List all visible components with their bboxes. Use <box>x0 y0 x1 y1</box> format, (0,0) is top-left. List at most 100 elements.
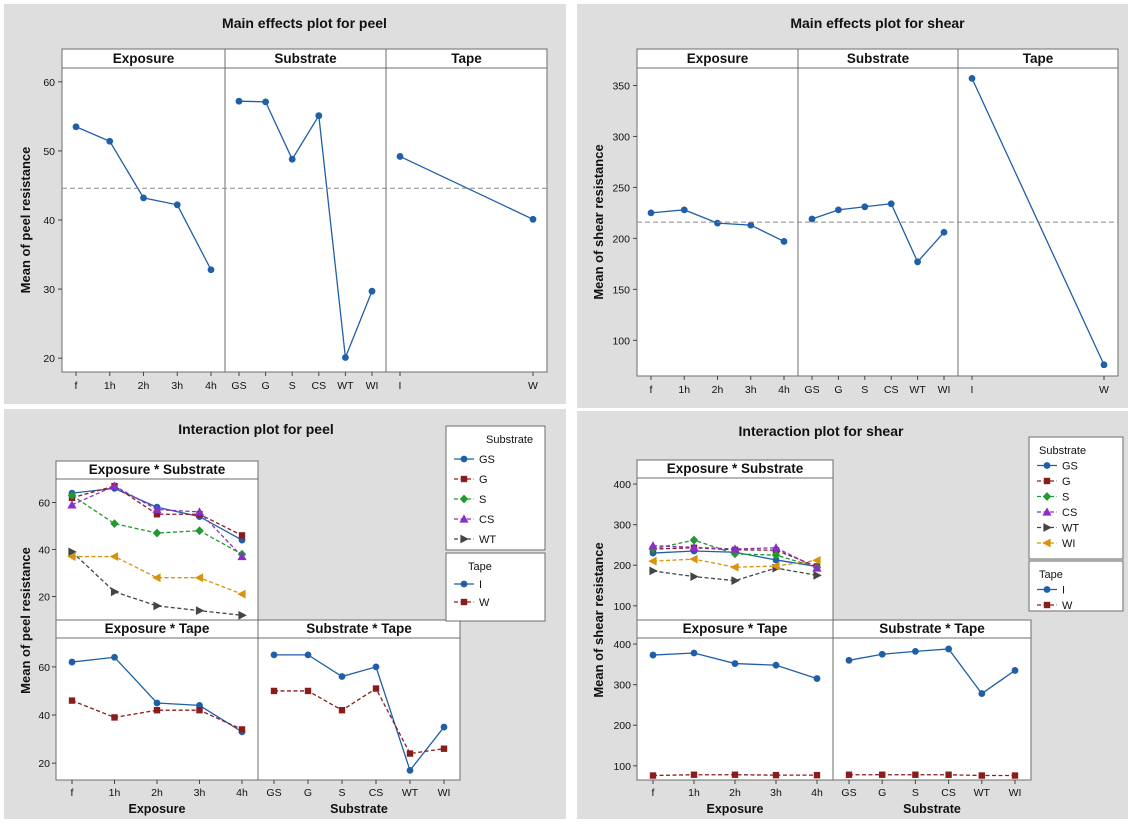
interaction-chart-2: Interaction plot for peel Mean of peel re… <box>4 409 566 819</box>
series-line <box>274 687 445 755</box>
y-tick-label: 250 <box>612 182 630 194</box>
series-i <box>845 645 1019 697</box>
series-wi <box>67 552 246 599</box>
panel-strip-label: Substrate * Tape <box>879 621 985 636</box>
y-tick-label: 100 <box>613 761 631 773</box>
data-point <box>808 215 816 223</box>
panel-strip-label: Substrate * Tape <box>306 621 412 636</box>
data-point <box>690 572 699 581</box>
data-point <box>372 685 380 692</box>
data-point <box>67 552 76 561</box>
series-line <box>71 699 243 731</box>
y-tick-label: 200 <box>613 560 631 572</box>
facet-strip-label: Exposure <box>113 51 175 66</box>
series-cs <box>67 481 247 561</box>
series-i <box>68 653 246 736</box>
facet-strip-label: Substrate <box>847 51 910 66</box>
series-line <box>849 774 1015 777</box>
data-point <box>731 576 740 586</box>
x-tick-label: WT <box>909 384 926 396</box>
x-tick-label: CS <box>312 380 327 392</box>
data-point <box>315 112 323 120</box>
y-tick-label: 150 <box>612 284 630 296</box>
data-point <box>879 771 886 778</box>
facet-strip-label: Exposure <box>687 51 749 66</box>
data-point <box>68 697 76 704</box>
data-point <box>887 200 895 208</box>
chart-title: Main effects plot for shear <box>790 15 965 31</box>
legend-label: I <box>1062 585 1065 597</box>
x-tick-label: W <box>1099 384 1109 396</box>
data-point <box>237 589 246 599</box>
legend-label: S <box>479 494 486 506</box>
data-point <box>772 661 780 669</box>
y-axis-label: Mean of shear resistance <box>591 144 606 299</box>
data-point <box>690 771 698 778</box>
x-tick-label: WT <box>337 380 354 392</box>
x-tick-label: GS <box>841 787 856 799</box>
data-point <box>812 563 822 572</box>
data-point <box>649 772 657 779</box>
legend-label: G <box>479 474 488 486</box>
data-point <box>153 601 162 611</box>
series-w <box>270 685 448 757</box>
data-point <box>968 74 976 82</box>
data-point <box>304 687 312 695</box>
data-point <box>945 645 952 653</box>
y-tick-label: 40 <box>38 545 50 557</box>
data-point <box>195 526 204 536</box>
x-tick-label: 1h <box>104 380 116 392</box>
data-point <box>648 556 657 566</box>
panel-plot-area <box>636 459 834 621</box>
y-tick-label: 200 <box>612 233 630 245</box>
x-tick-label: 2h <box>151 787 163 799</box>
legend-title: Tape <box>468 561 492 573</box>
x-tick-label: G <box>262 380 270 392</box>
legend-swatch-marker <box>460 455 468 463</box>
y-tick-label: 20 <box>38 592 50 604</box>
data-point <box>845 656 853 664</box>
y-tick-label: 400 <box>613 479 631 491</box>
data-point <box>648 541 658 550</box>
x-axis-label: Exposure <box>129 802 186 816</box>
data-point <box>72 123 80 131</box>
data-point <box>109 481 120 490</box>
legend-swatch-marker <box>1043 601 1051 609</box>
x-tick-label: f <box>75 380 78 392</box>
panel-strip-label: Exposure * Tape <box>683 621 788 636</box>
data-point <box>288 155 296 163</box>
legend-substrate: Substrate GS GS CS WT <box>445 425 546 551</box>
legend-substrate: Substrate GS GS CS WT WI <box>1028 436 1124 560</box>
data-point <box>67 491 77 500</box>
data-point <box>67 500 77 509</box>
data-point <box>342 354 349 361</box>
y-tick-label: 40 <box>43 215 55 227</box>
data-point <box>1011 667 1019 674</box>
y-axis-label: Mean of peel resistance <box>18 547 33 694</box>
data-point <box>978 772 985 779</box>
y-tick-label: 20 <box>43 353 55 365</box>
series-w <box>845 771 1019 779</box>
x-tick-label: 4h <box>236 787 248 799</box>
legend-label: CS <box>479 514 494 526</box>
main-effect-line <box>971 78 1105 366</box>
data-point <box>237 551 247 561</box>
y-tick-label: 50 <box>43 146 55 158</box>
data-point <box>396 153 404 160</box>
series-cs <box>648 541 822 572</box>
x-tick-label: 3h <box>745 384 757 396</box>
x-tick-label: 4h <box>778 384 790 396</box>
panel-exposure-x-substrate: Exposure * Substrate 100 200 300 400 <box>613 459 834 621</box>
legend-swatch-marker <box>460 534 469 544</box>
series-i <box>270 651 448 774</box>
facet-tape: Tape I W <box>957 48 1119 396</box>
x-tick-label: GS <box>231 380 246 392</box>
data-point <box>940 228 948 236</box>
panel-plot-area <box>636 619 834 781</box>
main-effects-chart-0: Main effects plot for peel 20 30 40 50 60 Mean… <box>4 4 566 404</box>
legend-swatch-marker <box>460 580 468 588</box>
x-tick-label: 1h <box>109 787 121 799</box>
y-tick-label: 300 <box>612 131 630 143</box>
legend-label: S <box>1062 492 1069 504</box>
legend-label: G <box>1062 476 1071 488</box>
